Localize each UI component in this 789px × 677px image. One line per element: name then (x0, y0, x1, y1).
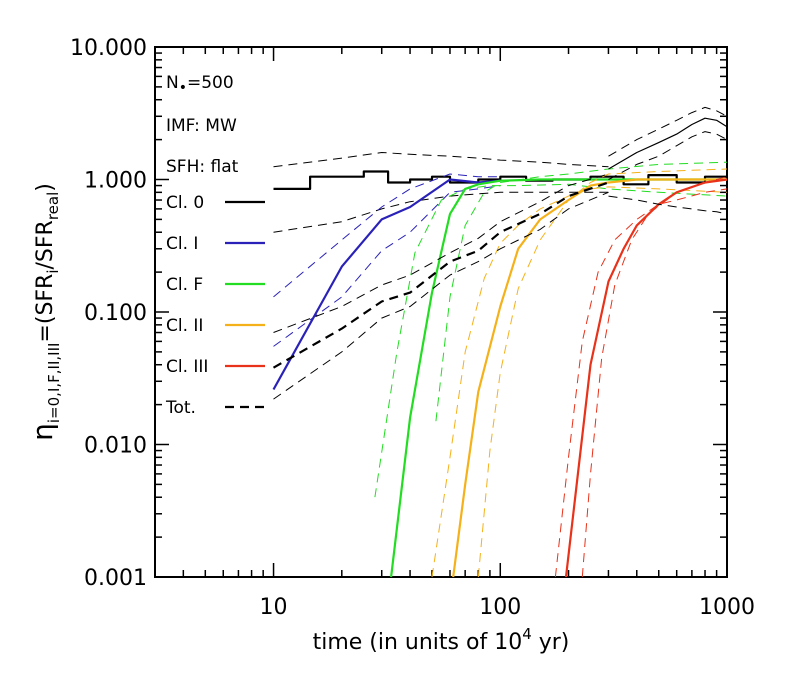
legend: Cl. 0 Cl. I Cl. F Cl. II Cl. III Tot. (165, 193, 265, 418)
annotation-nstar: N•=500 (166, 73, 234, 96)
annotation-sfh: SFH: flat (166, 157, 239, 177)
legend-label: Cl. III (166, 357, 208, 377)
extra-curve-1 (608, 106, 728, 157)
series-tot-upper-bound (273, 173, 609, 333)
y-tick-label: 1.000 (84, 169, 147, 194)
y-tick-labels: 0.001 0.010 0.100 1.000 10.000 (70, 36, 147, 591)
x-tick-labels: 10 100 1000 (260, 595, 755, 620)
legend-label: Cl. I (166, 234, 198, 254)
legend-label: Cl. 0 (166, 193, 204, 213)
y-axis-label: ηi=0,I,F,II,III=(SFRi/SFRreal) (26, 183, 63, 441)
extra-curve-2 (608, 131, 728, 180)
series-cl-f-lower-bound (374, 183, 728, 498)
data-curves (272, 106, 728, 578)
series-cl-iii-upper-bound (581, 176, 728, 578)
y-tick-label: 0.100 (84, 301, 147, 326)
series-cl-iii-line (564, 178, 728, 578)
series-cl-i-upper-bound (273, 173, 501, 298)
x-tick-label: 10 (260, 595, 288, 620)
x-axis-label: time (in units of 104 yr) (313, 625, 570, 655)
extra-curve-0 (608, 117, 728, 170)
axis-ticks (154, 46, 728, 578)
series-tot-lower-bound (273, 191, 609, 400)
annotation-imf: IMF: MW (166, 116, 237, 136)
legend-label: Tot. (165, 398, 196, 418)
series-cl-ii-line (452, 178, 727, 578)
y-tick-label: 10.000 (70, 36, 147, 61)
series-cl-0-upper-bound (273, 152, 609, 168)
series-cl-f-upper-bound (435, 161, 728, 422)
series-cl-ii-lower-bound (431, 186, 728, 578)
y-tick-label: 0.010 (84, 434, 147, 459)
series-tot-line (272, 181, 609, 369)
legend-label: Cl. II (166, 316, 203, 336)
series-cl-0-line (273, 170, 727, 190)
series-cl-ii-upper-bound (477, 168, 728, 578)
y-tick-label: 0.001 (84, 566, 147, 591)
extra-curve-3 (608, 195, 728, 215)
series-cl-i-line (272, 178, 501, 391)
series-cl-0-lower-bound (273, 191, 609, 233)
x-tick-label: 1000 (699, 595, 755, 620)
series-cl-iii-lower-bound (554, 188, 728, 578)
x-tick-label: 100 (479, 595, 521, 620)
series-cl-f-line (390, 178, 727, 578)
series-cl-i-lower-bound (273, 185, 501, 347)
plot-frame (154, 46, 728, 578)
legend-label: Cl. F (166, 275, 203, 295)
